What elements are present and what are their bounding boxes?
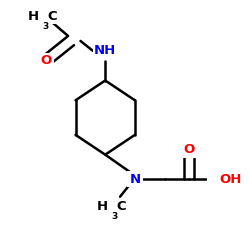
Text: 3: 3 <box>112 212 118 221</box>
Text: C: C <box>116 200 126 213</box>
Text: H: H <box>96 200 108 213</box>
Bar <box>127 171 143 188</box>
Text: C: C <box>47 10 57 23</box>
Bar <box>181 142 197 158</box>
Text: NH: NH <box>94 44 116 57</box>
Text: O: O <box>40 54 52 67</box>
Bar <box>93 43 118 59</box>
Text: 3: 3 <box>42 22 48 31</box>
Bar <box>38 53 54 69</box>
Text: O: O <box>184 143 195 156</box>
Text: N: N <box>129 173 140 186</box>
Text: H: H <box>27 10 38 23</box>
Bar <box>206 171 231 188</box>
Bar <box>26 8 56 24</box>
Text: OH: OH <box>219 173 241 186</box>
Bar <box>95 198 125 214</box>
